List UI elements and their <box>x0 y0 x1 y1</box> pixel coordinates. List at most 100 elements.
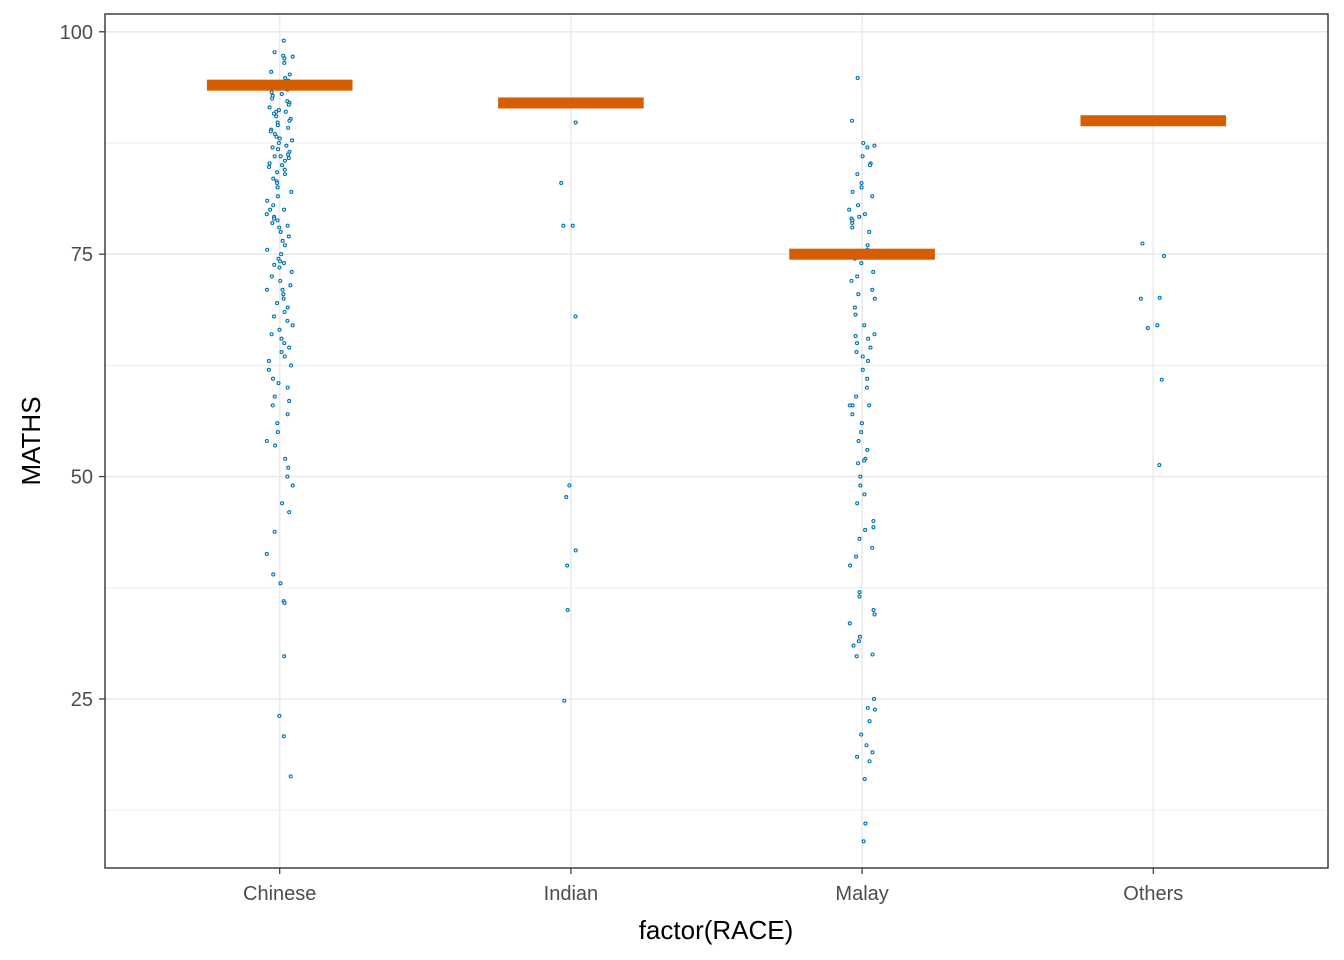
data-point <box>272 262 277 267</box>
data-point <box>273 443 278 448</box>
data-point <box>264 212 269 217</box>
data-point <box>274 134 279 139</box>
data-point <box>854 341 860 346</box>
data-point <box>271 572 276 577</box>
data-point <box>290 483 295 488</box>
data-point <box>268 207 273 212</box>
data-point <box>565 563 570 568</box>
data-point <box>274 114 279 119</box>
data-point <box>861 140 866 146</box>
data-point <box>278 278 283 283</box>
data-point <box>282 309 287 315</box>
data-point <box>859 185 864 190</box>
data-point <box>867 229 872 234</box>
data-point <box>282 354 287 359</box>
x-tick-label: Others <box>1123 883 1183 905</box>
data-point <box>570 223 575 228</box>
data-point <box>275 421 280 426</box>
data-point <box>855 203 861 208</box>
data-point <box>871 269 876 275</box>
x-tick-label: Indian <box>544 883 599 905</box>
x-axis: Chinese Indian Malay Others <box>243 868 1183 905</box>
data-point <box>855 461 861 466</box>
data-point <box>277 713 282 718</box>
data-point <box>864 385 869 390</box>
data-point <box>275 185 280 190</box>
data-point <box>1138 296 1143 301</box>
data-point <box>264 551 269 557</box>
data-point <box>865 145 870 150</box>
data-point <box>287 398 292 404</box>
data-point <box>856 438 861 444</box>
data-point <box>279 92 284 97</box>
data-point <box>567 483 572 488</box>
data-point <box>286 234 291 239</box>
data-point <box>872 143 877 148</box>
data-point <box>287 72 292 77</box>
data-point <box>269 90 274 95</box>
data-point <box>1145 325 1150 331</box>
data-point <box>267 105 272 110</box>
y-tick-label: 50 <box>71 467 93 489</box>
data-point <box>265 198 270 203</box>
data-point <box>859 732 864 737</box>
data-point <box>854 554 859 559</box>
data-point <box>269 332 274 337</box>
data-point <box>863 527 868 533</box>
data-point <box>269 274 274 279</box>
data-point <box>270 221 275 226</box>
data-point <box>864 743 869 748</box>
data-point <box>559 180 564 186</box>
data-point <box>275 218 280 223</box>
data-point <box>852 305 857 310</box>
summary-bar <box>1080 115 1227 127</box>
data-point <box>850 412 855 417</box>
data-point <box>282 243 287 248</box>
data-point <box>280 501 285 506</box>
data-point <box>850 118 855 123</box>
summary-bars <box>206 79 1227 260</box>
data-point <box>282 158 288 163</box>
data-point <box>867 163 873 168</box>
data-point <box>862 323 867 328</box>
summary-bar <box>498 97 644 109</box>
data-point <box>872 296 877 301</box>
data-point <box>289 363 294 368</box>
data-point <box>271 314 277 319</box>
data-point <box>275 301 280 306</box>
y-tick-label: 25 <box>71 689 93 711</box>
data-point <box>850 225 855 230</box>
data-point <box>277 225 282 230</box>
data-point <box>266 164 272 170</box>
data-point <box>859 430 864 435</box>
data-point <box>275 194 280 199</box>
data-point <box>862 212 867 217</box>
summary-bar <box>206 79 353 91</box>
data-point <box>857 214 862 219</box>
data-point <box>277 136 282 141</box>
data-point <box>865 447 870 452</box>
data-point <box>280 287 285 292</box>
data-point <box>872 612 877 617</box>
data-point <box>287 510 292 515</box>
data-point <box>277 265 282 270</box>
data-point <box>867 403 872 408</box>
data-point <box>265 247 270 252</box>
data-point <box>268 129 273 134</box>
data-point <box>272 50 277 55</box>
data-point <box>861 839 866 844</box>
data-point <box>866 358 871 363</box>
data-point <box>1161 253 1167 259</box>
data-point <box>859 261 864 266</box>
data-point <box>285 385 290 390</box>
data-point <box>290 138 295 143</box>
data-point <box>872 332 877 337</box>
data-point <box>871 525 876 530</box>
data-point <box>855 501 860 506</box>
data-point <box>275 147 281 152</box>
data-point <box>865 705 870 710</box>
y-tick-label: 75 <box>71 244 93 266</box>
data-point <box>870 194 875 199</box>
data-point <box>278 229 283 234</box>
x-tick-label: Malay <box>835 883 888 905</box>
